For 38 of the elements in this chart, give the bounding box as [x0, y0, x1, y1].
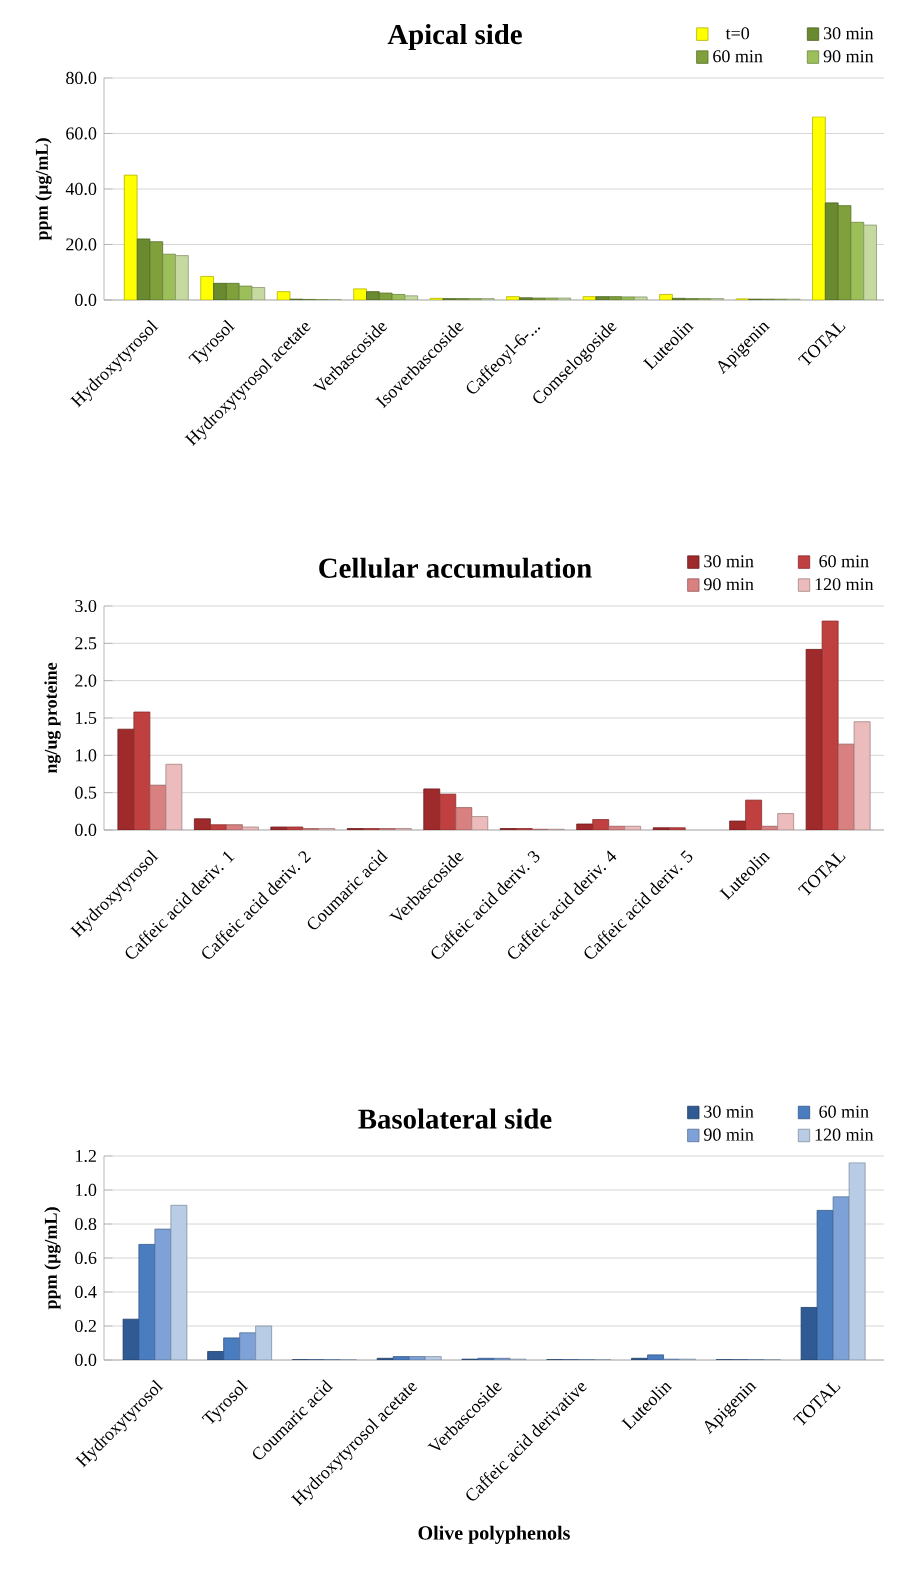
- chart-title: Cellular accumulation: [319, 557, 592, 578]
- legend-label: 90 min: [703, 1128, 754, 1141]
- legend-label: 60 min: [819, 1105, 869, 1118]
- y-tick-label: 0.4: [75, 1285, 97, 1299]
- legend-label: 60 min: [713, 50, 763, 63]
- y-tick-label: 80.0: [66, 71, 97, 85]
- x-axis-title: Olive polyphenols: [418, 1525, 570, 1544]
- y-tick-label: 40.0: [65, 182, 97, 196]
- y-tick-label: 20.0: [66, 238, 97, 251]
- y-tick-label: 0.0: [75, 293, 97, 307]
- y-tick-label: 1.5: [76, 711, 97, 725]
- legend-label: 30 min: [704, 555, 754, 568]
- y-tick-label: 0.6: [75, 1251, 97, 1265]
- chart-title: Apical side: [387, 23, 522, 51]
- y-axis-title: ng/ug proteine: [44, 662, 61, 774]
- legend-label: 30 min: [704, 1105, 754, 1118]
- legend-label: 90 min: [703, 578, 754, 591]
- y-tick-label: 0.0: [75, 1353, 97, 1367]
- y-tick-label: 1.0: [76, 1183, 97, 1197]
- y-tick-label: 2.0: [75, 674, 97, 687]
- legend-label: t=0: [725, 27, 750, 40]
- legend-label: 30 min: [823, 27, 874, 40]
- legend-label: 120 min: [815, 578, 874, 591]
- legend-label: 90 min: [823, 50, 874, 63]
- y-tick-label: 3.0: [75, 599, 97, 613]
- y-tick-label: 1.0: [76, 749, 97, 762]
- chart-title: Basolateral side: [358, 1108, 552, 1129]
- y-tick-label: 0.2: [75, 1319, 96, 1333]
- y-axis-title: ppm (µg/mL): [35, 138, 52, 241]
- y-tick-label: 2.5: [75, 637, 97, 650]
- y-tick-label: 0.5: [75, 786, 97, 799]
- legend-label: 60 min: [819, 555, 869, 568]
- y-tick-label: 1.2: [76, 1149, 96, 1163]
- y-tick-label: 60.0: [66, 127, 97, 140]
- legend-label: 120 min: [815, 1128, 874, 1141]
- y-tick-label: 0.8: [75, 1217, 97, 1231]
- y-axis-title: ppm (µg/mL): [44, 1207, 61, 1310]
- y-tick-label: 0.0: [75, 823, 97, 837]
